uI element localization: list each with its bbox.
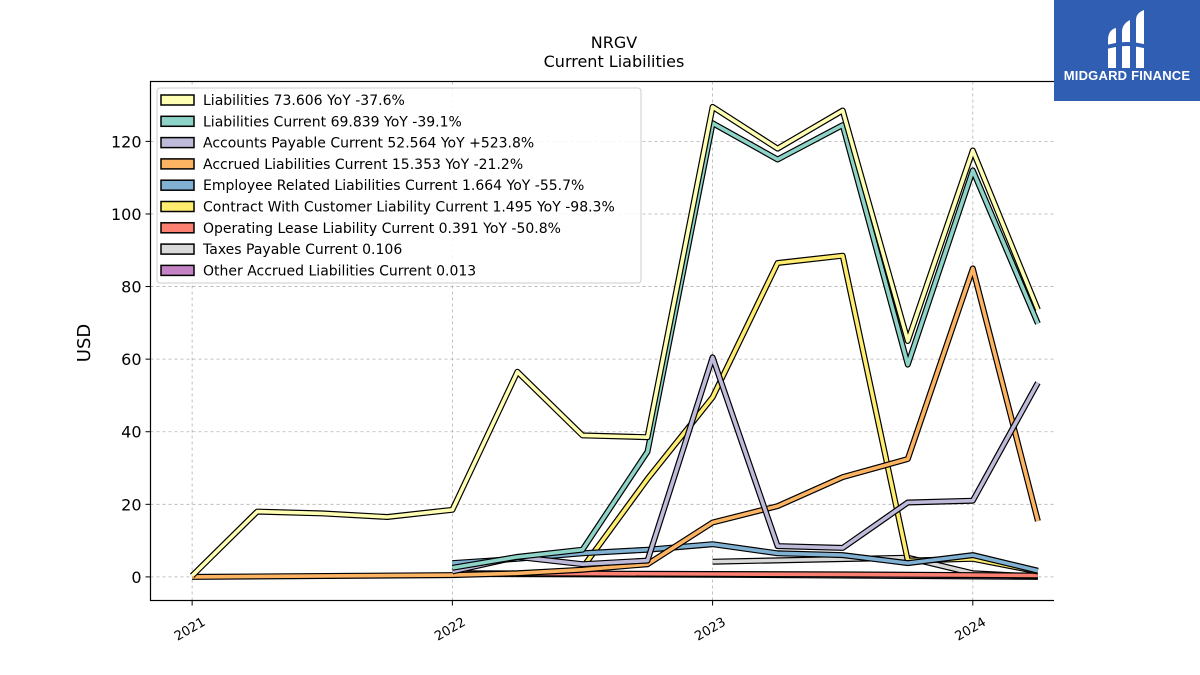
legend-item: Operating Lease Liability Current 0.391 … <box>160 221 561 237</box>
legend-label: Liabilities 73.606 YoY -37.6% <box>203 93 405 109</box>
series-line <box>192 266 1040 579</box>
series-layer <box>189 103 1041 580</box>
y-tick-label: 80 <box>121 278 141 297</box>
legend-label: Accounts Payable Current 52.564 YoY +523… <box>203 136 534 152</box>
legend-label: Liabilities Current 69.839 YoY -39.1% <box>203 114 462 130</box>
y-tick-label: 20 <box>121 495 141 514</box>
legend-swatch <box>160 94 195 106</box>
legend-item: Taxes Payable Current 0.106 <box>160 242 402 258</box>
legend-swatch <box>160 136 195 149</box>
y-tick-label: 60 <box>121 350 141 369</box>
legend-label: Employee Related Liabilities Current 1.6… <box>203 178 584 194</box>
y-axis-label: USD <box>74 324 95 362</box>
series-liabilities <box>189 103 1041 578</box>
legend-swatch <box>160 264 195 277</box>
chart-subtitle: Current Liabilities <box>544 52 685 71</box>
logo-text: MIDGARD FINANCE <box>1063 68 1191 83</box>
logo-mark-icon <box>1104 10 1150 68</box>
legend-label: Operating Lease Liability Current 0.391 … <box>203 221 561 237</box>
x-tick-label: 2024 <box>953 615 989 645</box>
legend-swatch <box>160 158 195 170</box>
series-liabilities-current <box>451 120 1041 571</box>
legend-swatch <box>160 243 195 255</box>
y-tick-label: 100 <box>111 205 142 224</box>
x-tick-label: 2021 <box>172 615 208 645</box>
brand-logo: MIDGARD FINANCE <box>1054 0 1200 101</box>
legend-item: Liabilities Current 69.839 YoY -39.1% <box>160 114 462 130</box>
legend-swatch <box>160 179 195 191</box>
y-axis-ticks: 0 20 40 60 80 100 120 <box>111 132 151 587</box>
series-accounts-payable-current <box>451 354 1041 575</box>
legend-item: Accounts Payable Current 52.564 YoY +523… <box>160 136 534 152</box>
series-line <box>190 105 1040 578</box>
legend-label: Accrued Liabilities Current 15.353 YoY -… <box>203 157 523 173</box>
legend-swatch <box>160 115 195 128</box>
chart-title: NRGV <box>591 33 637 52</box>
series-accrued-liabilities-current <box>192 265 1041 580</box>
x-tick-label: 2022 <box>432 615 468 645</box>
series-outline <box>192 265 1041 580</box>
legend-item: Contract With Customer Liability Current… <box>160 200 615 216</box>
legend-label: Other Accrued Liabilities Current 0.013 <box>203 263 476 279</box>
legend-item: Accrued Liabilities Current 15.353 YoY -… <box>160 157 523 173</box>
legend-item: Other Accrued Liabilities Current 0.013 <box>160 263 476 279</box>
series-outline <box>451 354 1041 575</box>
line-chart: NRGV Current Liabilities USD 0 20 40 60 80 10… <box>74 33 1054 645</box>
x-axis-ticks: 2021 2022 2023 2024 <box>172 600 989 645</box>
legend-item: Liabilities 73.606 YoY -37.6% <box>160 93 405 109</box>
y-tick-label: 0 <box>131 568 141 587</box>
x-tick-label: 2023 <box>692 615 728 645</box>
y-tick-label: 40 <box>121 423 141 442</box>
legend-item: Employee Related Liabilities Current 1.6… <box>160 178 584 194</box>
series-line <box>452 121 1040 570</box>
series-line <box>452 355 1040 574</box>
legend-box <box>156 87 642 284</box>
y-tick-label: 120 <box>111 132 142 151</box>
legend: Liabilities 73.606 YoY -37.6% Liabilities… <box>156 87 642 284</box>
legend-swatch <box>160 222 195 234</box>
plot-frame <box>149 80 1054 602</box>
legend-label: Contract With Customer Liability Current… <box>203 200 615 216</box>
legend-label: Taxes Payable Current 0.106 <box>202 242 402 258</box>
legend-swatch <box>160 200 195 213</box>
